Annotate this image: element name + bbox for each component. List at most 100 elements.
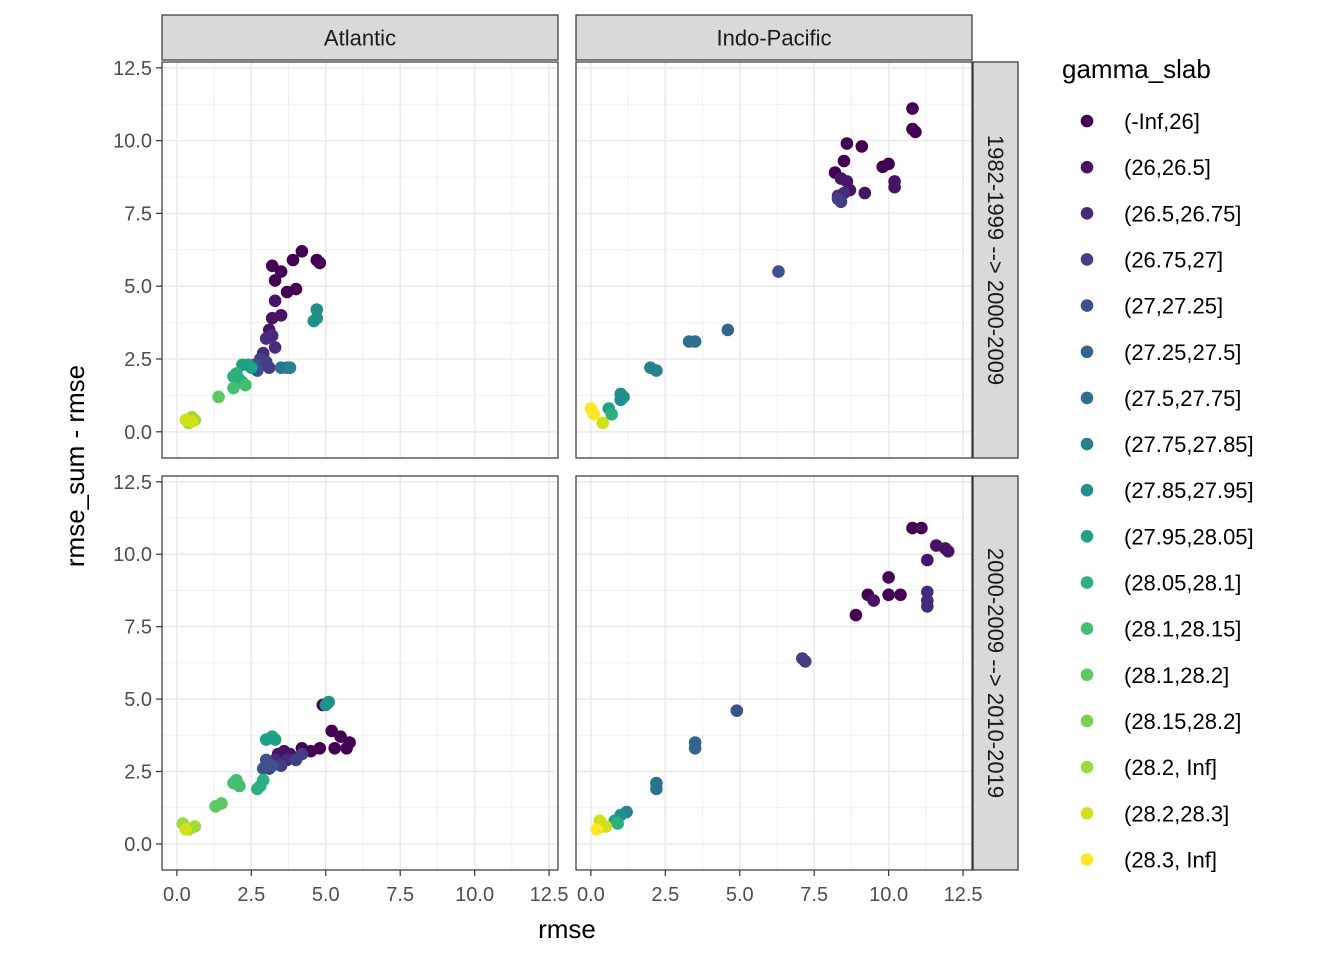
- legend-title: gamma_slab: [1062, 54, 1211, 84]
- data-point: [605, 408, 618, 421]
- data-point: [274, 265, 288, 278]
- legend-label: (-Inf,26]: [1124, 109, 1200, 134]
- legend-item: (28.2, Inf]: [1080, 755, 1217, 780]
- data-point: [858, 186, 872, 200]
- legend-label: (26.75,27]: [1124, 247, 1223, 272]
- legend-label: (27.95,28.05]: [1124, 524, 1254, 549]
- data-point: [265, 259, 279, 273]
- panel-background: [576, 62, 972, 458]
- legend-item: (28.2,28.3]: [1080, 801, 1229, 826]
- data-point: [227, 381, 240, 395]
- data-point: [268, 274, 282, 287]
- legend-key: [1080, 299, 1094, 312]
- data-point: [617, 390, 630, 404]
- legend-item: (26,26.5]: [1080, 155, 1211, 180]
- data-point: [688, 742, 702, 755]
- legend-label: (28.05,28.1]: [1124, 571, 1241, 596]
- data-point: [876, 160, 889, 174]
- data-point: [265, 759, 279, 772]
- legend-item: (27.85,27.95]: [1080, 478, 1254, 503]
- panel-background: [162, 62, 558, 458]
- data-point: [307, 314, 321, 328]
- legend-label: (26,26.5]: [1124, 155, 1211, 180]
- facet-strip-label: 2000-2009 --> 2010-2019: [983, 548, 1008, 798]
- legend-item: (27,27.25]: [1080, 294, 1223, 319]
- y-axis-tick-label: 5.0: [124, 689, 152, 711]
- legend-label: (27.75,27.85]: [1124, 432, 1254, 457]
- y-axis-title: rmse_sum - rmse: [60, 365, 90, 567]
- x-axis-tick-label: 10.0: [869, 884, 908, 906]
- data-point: [334, 730, 347, 743]
- y-axis-tick-label: 0.0: [124, 834, 152, 856]
- data-point: [286, 253, 300, 267]
- legend-key: [1080, 622, 1094, 635]
- legend-item: (27.25,27.5]: [1080, 340, 1241, 365]
- y-axis-tick-label: 2.5: [124, 762, 152, 784]
- y-axis-tick-label: 12.5: [113, 472, 152, 494]
- facet-strip-col: [161, 14, 559, 61]
- legend-key: [1080, 714, 1094, 728]
- data-point: [295, 245, 309, 258]
- panel-border: [575, 475, 973, 871]
- legend-item: (28.15,28.2]: [1080, 709, 1241, 734]
- legend-key: [1080, 345, 1094, 359]
- legend-label: (28.1,28.2]: [1124, 663, 1229, 688]
- data-point: [650, 782, 663, 796]
- panel-background: [162, 476, 558, 870]
- x-axis-tick-label: 5.0: [312, 884, 340, 906]
- data-point: [894, 588, 907, 602]
- data-point: [855, 140, 869, 153]
- x-axis-tick-label: 7.5: [800, 884, 828, 906]
- x-axis-tick-label: 7.5: [386, 884, 414, 906]
- panel-border: [161, 475, 559, 871]
- legend-item: (27.95,28.05]: [1080, 524, 1254, 549]
- legend-key: [1080, 483, 1094, 497]
- y-axis-tick-label: 10.0: [113, 544, 152, 566]
- data-point: [834, 172, 848, 185]
- x-axis-tick-label: 0.0: [577, 884, 605, 906]
- data-point: [915, 521, 928, 535]
- data-point: [882, 588, 895, 602]
- legend-key: [1080, 391, 1094, 405]
- legend-key: [1080, 853, 1094, 866]
- legend-item: (28.1,28.2]: [1080, 663, 1229, 688]
- y-axis-tick-label: 2.5: [124, 349, 152, 371]
- facet-strip-label: Atlantic: [324, 26, 396, 51]
- legend-key: [1080, 207, 1094, 220]
- data-point: [268, 341, 282, 354]
- legend-key: [1080, 530, 1094, 543]
- data-point: [289, 282, 303, 296]
- legend-item: (28.3, Inf]: [1080, 847, 1217, 872]
- data-point: [262, 361, 276, 375]
- data-point: [799, 655, 812, 668]
- data-point: [909, 125, 922, 139]
- data-point: [245, 361, 258, 375]
- legend-label: (26.5,26.75]: [1124, 201, 1241, 226]
- legend-label: (28.1,28.15]: [1124, 617, 1241, 642]
- legend-key: [1080, 253, 1094, 266]
- data-point: [274, 759, 288, 772]
- data-point: [906, 521, 919, 535]
- data-point: [688, 335, 702, 348]
- data-point: [772, 265, 785, 278]
- data-point: [250, 782, 264, 796]
- x-axis-tick-label: 2.5: [651, 884, 679, 906]
- data-point: [834, 195, 848, 209]
- legend-label: (28.2,28.3]: [1124, 801, 1229, 826]
- legend-key: [1080, 576, 1094, 589]
- legend-key: [1080, 437, 1094, 451]
- x-axis-tick-label: 0.0: [163, 884, 191, 906]
- data-point: [268, 733, 282, 746]
- data-point: [849, 608, 863, 622]
- panel-atlantic-row-2: [161, 475, 559, 871]
- y-axis-tick-label: 0.0: [124, 422, 152, 444]
- data-point: [179, 413, 193, 427]
- data-point: [310, 303, 324, 316]
- legend-item: (27.75,27.85]: [1080, 432, 1254, 457]
- legend-label: (28.2, Inf]: [1124, 755, 1217, 780]
- data-point: [283, 361, 297, 375]
- legend-key: [1080, 807, 1094, 820]
- data-point: [328, 742, 342, 755]
- panel-atlantic-row-1: [161, 61, 559, 459]
- data-point: [227, 776, 240, 790]
